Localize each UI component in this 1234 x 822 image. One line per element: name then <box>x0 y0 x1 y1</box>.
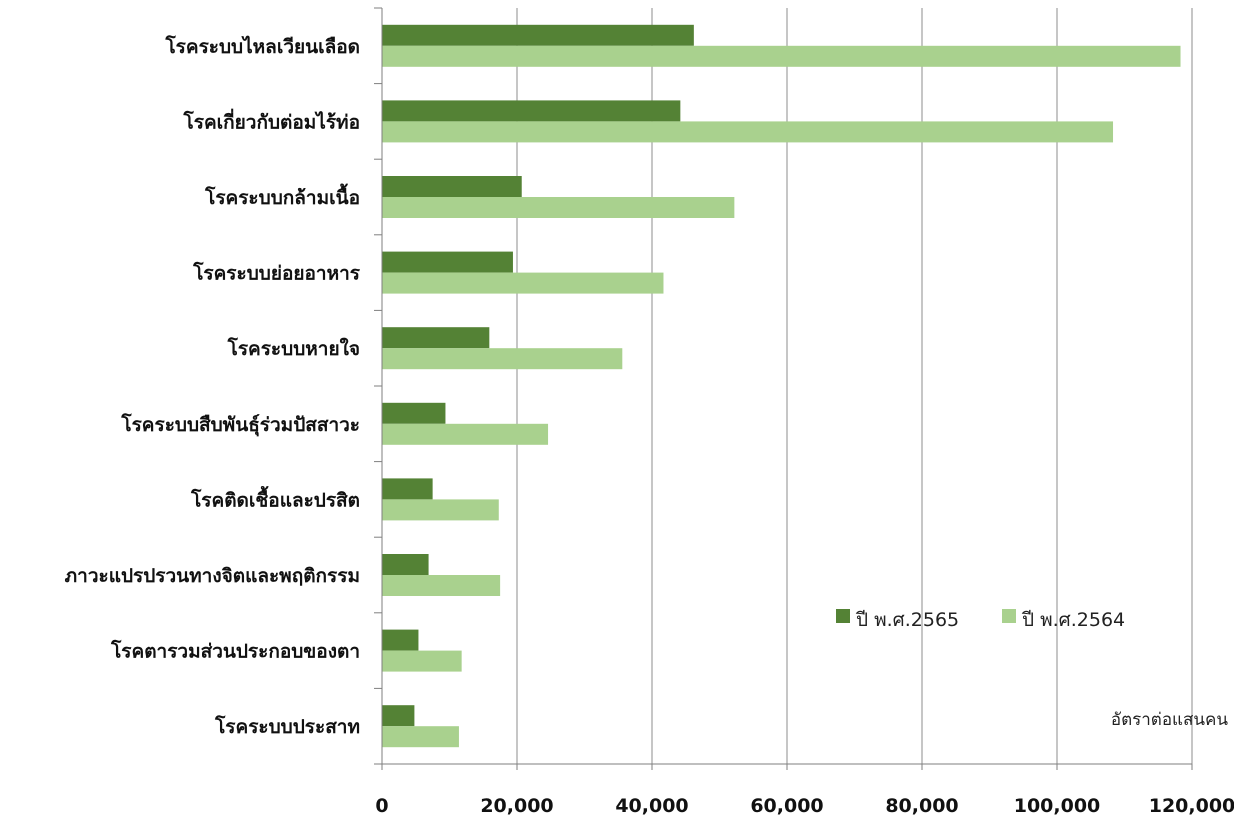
bar-2565-6 <box>382 478 433 500</box>
legend: ปี พ.ศ.2565 ปี พ.ศ.2564 <box>836 609 1125 631</box>
category-label: โรคระบบไหลเวียนเลือด <box>164 35 360 58</box>
bar-2564-3 <box>382 272 664 294</box>
bar-2564-5 <box>382 423 549 445</box>
legend-label: ปี พ.ศ.2565 <box>855 609 959 631</box>
bar-2564-7 <box>382 575 501 596</box>
legend-swatch <box>836 609 850 623</box>
legend-label: ปี พ.ศ.2564 <box>1021 609 1125 631</box>
legend-swatch <box>1002 609 1016 623</box>
category-label: โรคเกี่ยวกับต่อมไร้ท่อ <box>183 108 360 133</box>
bar-2565-8 <box>382 629 419 651</box>
x-tick-labels: 0 20,000 40,000 60,000 80,000 100,000 120,000 <box>375 795 1234 817</box>
bar-2565-5 <box>382 402 446 424</box>
category-label: โรคติดเชื้อและปรสิต <box>190 485 360 511</box>
category-label: โรคระบบหายใจ <box>227 337 360 360</box>
bar-2564-9 <box>382 726 459 748</box>
bar-2565-9 <box>382 705 415 727</box>
category-label: โรคตารวมส่วนประกอบของตา <box>110 640 360 663</box>
bar-2565-1 <box>382 100 681 122</box>
x-tick-label: 80,000 <box>885 795 958 817</box>
bar-2565-2 <box>382 176 522 197</box>
axes <box>374 7 1193 770</box>
x-tick-label: 120,000 <box>1149 795 1234 817</box>
category-label: ภาวะแปรปรวนทางจิตและพฤติกรรม <box>65 565 360 587</box>
category-labels: โรคระบบไหลเวียนเลือดโรคเกี่ยวกับต่อมไร้ท… <box>65 35 361 738</box>
category-label: โรคระบบสืบพันธุ์ร่วมปัสสาวะ <box>120 413 360 437</box>
category-label: โรคระบบประสาท <box>214 715 360 738</box>
x-tick-label: 40,000 <box>615 795 688 817</box>
bar-2565-7 <box>382 554 429 575</box>
bar-2564-8 <box>382 650 462 672</box>
x-tick-label: 20,000 <box>480 795 553 817</box>
bar-2565-4 <box>382 327 490 349</box>
bar-2564-0 <box>382 45 1181 67</box>
bar-2564-6 <box>382 499 499 521</box>
bar-2564-1 <box>382 121 1114 143</box>
bar-2565-0 <box>382 24 694 46</box>
bars <box>382 24 1181 748</box>
category-label: โรคระบบย่อยอาหาร <box>192 262 361 285</box>
x-tick-label: 60,000 <box>750 795 823 817</box>
category-label: โรคระบบกล้ามเนื้อ <box>204 183 360 209</box>
unit-annotation: อัตราต่อแสนคน <box>1111 710 1229 730</box>
x-tick-label: 0 <box>375 795 388 817</box>
bar-2564-2 <box>382 197 735 218</box>
x-tick-label: 100,000 <box>1014 795 1101 817</box>
bar-2564-4 <box>382 348 623 370</box>
bar-2565-3 <box>382 251 513 273</box>
